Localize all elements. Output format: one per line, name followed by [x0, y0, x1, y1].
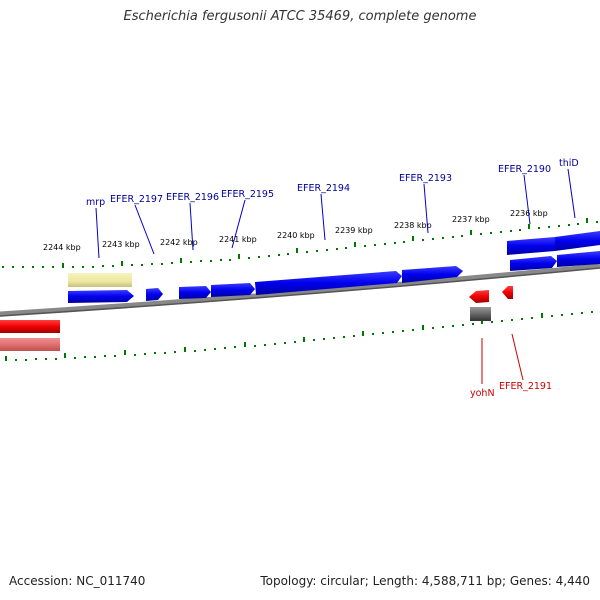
gene-arrow-left-pink[interactable]: [0, 338, 60, 351]
label-leaders-reverse: [481, 333, 524, 384]
gene-label: EFER_2191: [499, 381, 552, 392]
gene-label: mrp: [86, 197, 105, 208]
gene-labels-top: mrp EFER_2197 EFER_2196 EFER_2195 EFER_2…: [86, 158, 579, 208]
gene-arrow-efer2196[interactable]: [179, 286, 211, 299]
gene-arrow-upper-right-b[interactable]: [555, 231, 600, 251]
gene-arrow-efer2191[interactable]: [502, 286, 513, 299]
length-label: Length:: [372, 574, 419, 588]
gene-arrow-efer2190[interactable]: [510, 256, 557, 271]
accession-info: Accession: NC_011740: [9, 574, 145, 588]
genes-value: 4,440: [555, 574, 590, 588]
genes-label: Genes:: [509, 574, 552, 588]
lower-tick-track: [5, 311, 593, 361]
gene-arrow-left-red[interactable]: [0, 320, 60, 333]
upper-tick-track: [2, 218, 598, 268]
gene-arrow-thid[interactable]: [557, 251, 600, 267]
tick-label: 2239 kbp: [335, 226, 373, 235]
gene-arrow-efer2195[interactable]: [211, 283, 255, 297]
map-title: Escherichia fergusonii ATCC 35469, compl…: [123, 9, 477, 24]
gene-arrow-efer2194[interactable]: [255, 271, 402, 295]
gene-label: EFER_2194: [297, 183, 350, 194]
tick-label: 2244 kbp: [43, 243, 81, 252]
tick-label: 2242 kbp: [160, 238, 198, 247]
topology-value: circular: [320, 574, 365, 588]
reverse-genes: [0, 286, 513, 351]
label-leaders: [95, 168, 576, 259]
tick-label: 2238 kbp: [394, 221, 432, 230]
accession-value: NC_011740: [76, 574, 146, 588]
tick-label: 2243 kbp: [102, 240, 140, 249]
gene-arrow-efer2193[interactable]: [402, 266, 463, 283]
pseudo-gene-yohn[interactable]: [470, 307, 491, 321]
accession-label: Accession:: [9, 574, 73, 588]
topology-label: Topology:: [260, 574, 317, 588]
gene-label: EFER_2195: [221, 189, 274, 200]
gene-arrow-yohn[interactable]: [469, 290, 489, 303]
tick-label: 2241 kbp: [219, 235, 257, 244]
gene-arrow-upper-right-a[interactable]: [507, 237, 555, 255]
genome-stats: Topology: circular; Length: 4,588,711 bp…: [260, 574, 590, 588]
gene-label: EFER_2196: [166, 192, 219, 203]
gene-labels-bottom: yohN EFER_2191: [470, 381, 552, 399]
gene-arrow-efer2197[interactable]: [146, 288, 163, 301]
genome-backbone-shade: [0, 267, 600, 317]
genome-backbone: [0, 263, 600, 317]
gene-label: yohN: [470, 388, 495, 399]
gene-label: EFER_2193: [399, 173, 452, 184]
gene-label: EFER_2190: [498, 164, 551, 175]
gene-label: EFER_2197: [110, 194, 163, 205]
tick-label: 2237 kbp: [452, 215, 490, 224]
gene-arrow-mrp[interactable]: [68, 290, 134, 303]
gene-label: thiD: [559, 158, 579, 169]
length-value: 4,588,711 bp: [421, 574, 502, 588]
rna-gene-mrp[interactable]: [68, 273, 132, 287]
tick-label: 2240 kbp: [277, 231, 315, 240]
forward-genes: [68, 231, 600, 303]
